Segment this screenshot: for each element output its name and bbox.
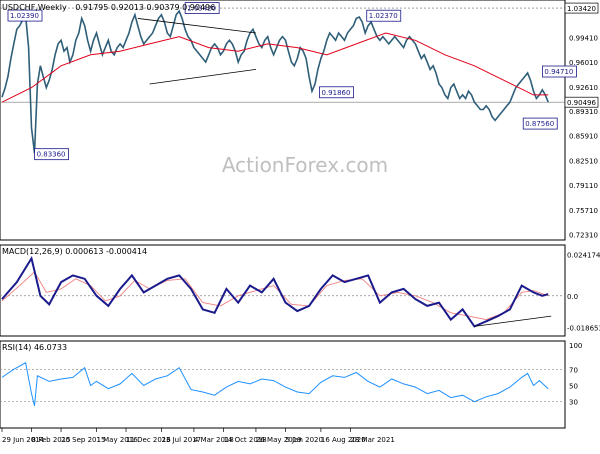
price-annotation: 0.91860 bbox=[319, 86, 354, 99]
rsi-line bbox=[1, 362, 549, 406]
last-price-tag-box bbox=[564, 96, 599, 108]
x-tick-label: 14 Oct 2018 bbox=[223, 436, 266, 444]
price-annotation-text: 1.03420 bbox=[187, 5, 216, 13]
x-tick-label: 5 Jan 2020 bbox=[285, 436, 323, 444]
price-y-tick-label: 0.79110 bbox=[569, 182, 598, 190]
price-annotation-text: 0.83360 bbox=[37, 151, 66, 159]
price-y-tick-label: 0.82510 bbox=[569, 157, 598, 165]
high-price-tag-box bbox=[564, 2, 599, 14]
price-annotation-text: 0.94710 bbox=[544, 68, 573, 76]
watermark: ActionForex.com bbox=[222, 153, 388, 177]
x-tick-label: 29 Jun 2014 bbox=[2, 436, 45, 444]
price-annotation-box bbox=[7, 9, 43, 22]
price-y-tick-label: 0.99410 bbox=[569, 34, 598, 42]
price-annotation-text: 1.02370 bbox=[369, 12, 398, 20]
macd-y-tick-label: 0.024174 bbox=[567, 252, 600, 260]
price-annotation-box bbox=[319, 86, 354, 99]
price-annotation-box bbox=[522, 117, 558, 130]
price-annotation: 0.83360 bbox=[34, 148, 69, 161]
price-annotation-box bbox=[34, 148, 69, 161]
symbol-label: USDCHF,Weekly bbox=[2, 3, 67, 12]
last-price-tag-text: 0.90496 bbox=[567, 99, 596, 107]
sma-line bbox=[1, 32, 549, 103]
macd-trendline bbox=[474, 315, 552, 327]
rsi-y-tick-label: 70 bbox=[569, 366, 578, 374]
rsi-series-group bbox=[0, 362, 565, 406]
x-tick-label: 11 Dec 2016 bbox=[126, 436, 171, 444]
triangle-line bbox=[137, 18, 256, 34]
last-price-tag: 0.90496 bbox=[564, 96, 599, 108]
x-tick-label: 23 Jul 2017 bbox=[161, 436, 201, 444]
price-annotation: 0.94710 bbox=[542, 65, 577, 78]
price-grid bbox=[0, 7, 565, 103]
macd-series-group bbox=[0, 255, 565, 328]
macd-y-tick-label: 0.0 bbox=[567, 293, 578, 301]
rsi-y-tick-label: 100 bbox=[569, 342, 582, 350]
y-axes-group: 0.99410 0.96010 0.92610 0.89310 0.85910 0.825… bbox=[564, 2, 600, 407]
x-tick-label: 16 Aug 2020 bbox=[321, 436, 366, 444]
macd-label: MACD(12,26,9) 0.000613 -0.000414 bbox=[2, 247, 147, 256]
price-series-group: 1.02390 0.83360 1.03420 0.91860 1.02370 0.947… bbox=[1, 2, 577, 161]
rsi-panel-frame bbox=[0, 340, 566, 429]
price-annotation-text: 0.87560 bbox=[525, 120, 554, 128]
price-annotation-box bbox=[184, 2, 220, 14]
price-y-tick-label: 0.72310 bbox=[569, 232, 598, 240]
x-tick-label: 4 Mar 2018 bbox=[194, 436, 234, 444]
macd-panel-frame bbox=[0, 244, 566, 337]
x-tick-label: 26 May 2019 bbox=[256, 436, 302, 444]
price-annotation-text: 1.02390 bbox=[10, 12, 39, 20]
high-price-tag: 1.03420 bbox=[564, 2, 599, 14]
triangle-line bbox=[149, 69, 256, 85]
x-tick-label: 20 Sep 2015 bbox=[61, 436, 105, 444]
chart-header: USDCHF,Weekly 0.91795 0.92013 0.90379 0.… bbox=[2, 3, 215, 12]
rsi-y-tick-label: 30 bbox=[569, 399, 578, 407]
price-annotation: 1.02370 bbox=[366, 9, 402, 22]
macd-y-tick-label: -0.018653 bbox=[567, 324, 600, 332]
price-annotation-box bbox=[366, 9, 402, 22]
rsi-y-tick-label: 50 bbox=[569, 383, 578, 391]
price-y-tick-label: 0.96010 bbox=[569, 59, 598, 67]
price-annotation-text: 0.91860 bbox=[322, 89, 351, 97]
x-tick-label: 8 Feb 2015 bbox=[32, 436, 71, 444]
x-tick-label: 28 Mar 2021 bbox=[350, 436, 394, 444]
price-line bbox=[1, 9, 549, 154]
price-y-tick-label: 0.92610 bbox=[569, 84, 598, 92]
rsi-label: RSI(14) 46.0733 bbox=[2, 343, 67, 352]
price-y-tick-label: 0.75710 bbox=[569, 207, 598, 215]
price-y-tick-label: 0.85910 bbox=[569, 133, 598, 141]
ohlc-label: 0.91795 0.92013 0.90379 0.90496 bbox=[75, 3, 215, 12]
price-annotation: 1.02390 bbox=[7, 9, 43, 22]
price-y-tick-label: 0.89310 bbox=[569, 108, 598, 116]
price-annotation: 1.03420 bbox=[184, 2, 220, 14]
x-tick-label: 1 May 2016 bbox=[96, 436, 138, 444]
high-price-tag-text: 1.03420 bbox=[567, 5, 596, 13]
price-annotation: 0.87560 bbox=[522, 117, 558, 130]
macd-line bbox=[1, 255, 549, 328]
price-annotation-box bbox=[542, 65, 577, 78]
